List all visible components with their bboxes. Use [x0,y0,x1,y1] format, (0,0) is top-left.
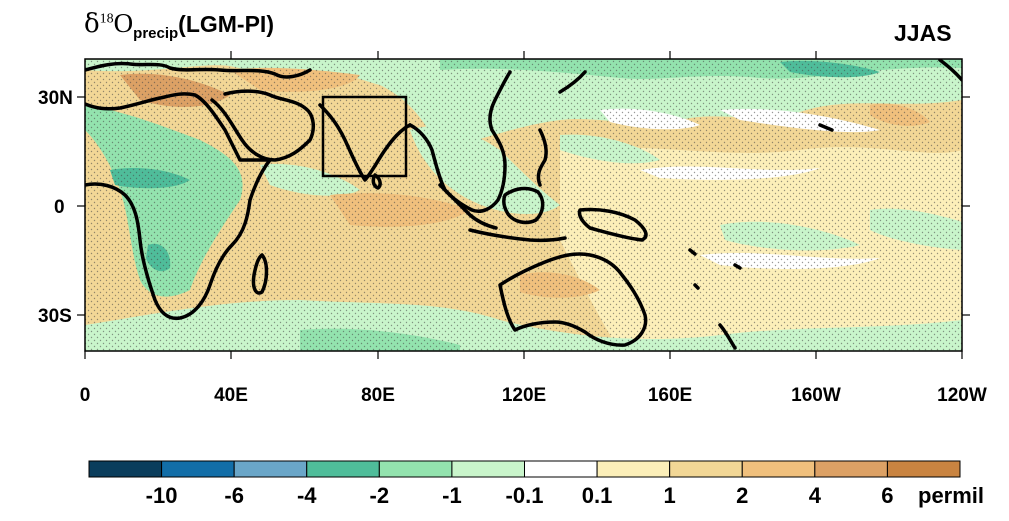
colorbar-swatch [88,460,163,478]
coast-seasia [408,70,512,213]
colorbar-tick-label: 4 [809,483,822,508]
colorbar-tick-label: -1 [442,483,462,508]
coast-madagascar [251,253,269,295]
title-letter: O [113,8,134,38]
stippling [85,59,962,351]
colorbar-tick-label: -4 [297,483,317,508]
lon-label-0: 0 [80,385,91,406]
colorbar-swatch [524,460,598,478]
figure-title: δ18Oprecip(LGM-PI) [84,8,274,42]
colorbar-swatch [596,460,671,478]
coast-europe [85,61,312,79]
colorbar-swatch [233,460,308,478]
lon-label-160e: 160E [648,385,692,406]
colorbar-swatch [669,460,743,478]
colorbar-swatch [814,460,888,478]
lat-label-30n: 30N [38,88,73,109]
title-superscript: 18 [99,11,114,27]
coast-sumatra [438,183,498,230]
coast-americas [938,59,962,82]
colorbar-tick-label: -10 [146,483,178,508]
coast-india [318,103,412,182]
coast-borneo [502,186,545,225]
coast-japan [558,70,587,94]
lat-label-eq: 0 [54,197,65,218]
lon-label-40e: 40E [214,385,248,406]
colorbar-tick-label: -6 [224,483,244,508]
title-subscript: precip [133,25,179,43]
tick-marks [77,51,970,359]
coast-arabia [210,89,316,162]
coast-australia [498,252,648,347]
colorbar-tick-label: 2 [736,483,748,508]
coast-newzealand [718,323,737,350]
colorbar-swatch [306,460,380,478]
lon-label-160w: 160W [791,385,841,406]
coast-newguinea [577,207,648,242]
lon-label-80e: 80E [361,385,395,406]
anomaly-field [85,59,962,351]
colorbar: -10 -6 -4 -2 -1 -0.1 0.1 1 2 4 6 [88,460,961,508]
colorbar-swatch [451,460,525,478]
colorbar-swatch [378,460,453,478]
coast-africa [85,92,272,321]
title-symbol: δ [84,9,100,39]
region-box [321,95,408,178]
colorbar-tick-label: -0.1 [506,483,544,508]
colorbar-swatch [161,460,235,478]
coast-pacific-islands [688,123,834,290]
colorbar-units: permil [918,483,984,508]
coast-srilanka [371,173,382,190]
coastlines [85,59,962,350]
colorbar-tick-label: 0.1 [582,483,613,508]
season-label: JJAS [894,20,952,46]
colorbar-swatch [886,460,961,478]
map-panel [84,58,963,352]
lon-label-120e: 120E [502,385,546,406]
colorbar-swatch [741,460,816,478]
coast-java [468,228,567,243]
coast-philippines [536,128,548,187]
colorbar-tick-label: -2 [370,483,390,508]
colorbar-tick-label: 1 [664,483,676,508]
colorbar-tick-label: 6 [881,483,893,508]
title-suffix: (LGM-PI) [178,11,274,37]
lat-label-30s: 30S [38,306,72,327]
lon-label-120w: 120W [937,385,987,406]
